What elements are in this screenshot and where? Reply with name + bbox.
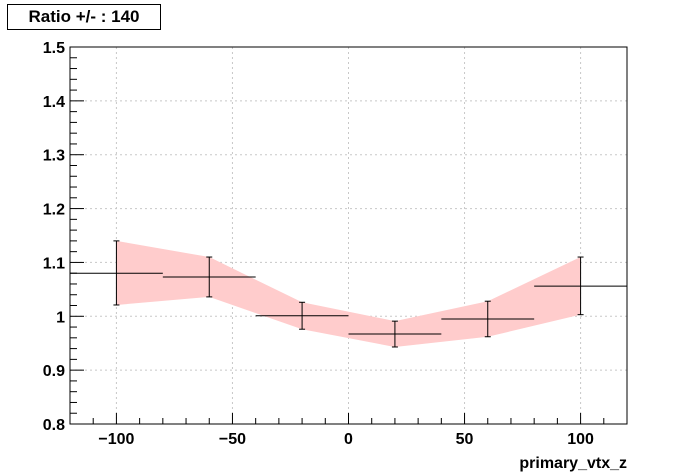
uncertainty-band xyxy=(116,240,581,347)
data-point xyxy=(70,240,163,306)
axes-layer: −100 −50 0 50 100 0.8 0.9 1 1.1 1.2 1.3 1.4 1.5 xyxy=(43,40,628,448)
x-tick-label: 0 xyxy=(344,431,353,448)
x-tick-label: 100 xyxy=(567,431,594,448)
data-point xyxy=(255,301,349,330)
plot-area xyxy=(70,47,627,424)
y-tick-label: 1.2 xyxy=(43,202,65,219)
y-tick-label: 1 xyxy=(56,309,65,326)
y-tick-label: 1.4 xyxy=(43,94,65,111)
y-tick-label: 0.9 xyxy=(43,363,65,380)
data-point xyxy=(348,320,442,348)
y-tick-label: 1.1 xyxy=(43,255,65,272)
y-tick-label: 0.8 xyxy=(43,417,65,434)
uncertainty-band-layer xyxy=(116,240,581,347)
x-axis-title: primary_vtx_z xyxy=(519,455,627,472)
x-tick-label: 50 xyxy=(456,431,474,448)
data-point xyxy=(162,256,256,298)
y-tick-label: 1.3 xyxy=(43,148,65,165)
data-points-layer xyxy=(70,240,627,348)
x-tick-label: −100 xyxy=(98,431,134,448)
x-tick-label: −50 xyxy=(219,431,246,448)
data-point xyxy=(441,300,535,338)
data-point xyxy=(534,256,627,316)
y-tick-label: 1.5 xyxy=(43,40,65,57)
chart-title: Ratio +/- : 140 xyxy=(7,4,161,30)
